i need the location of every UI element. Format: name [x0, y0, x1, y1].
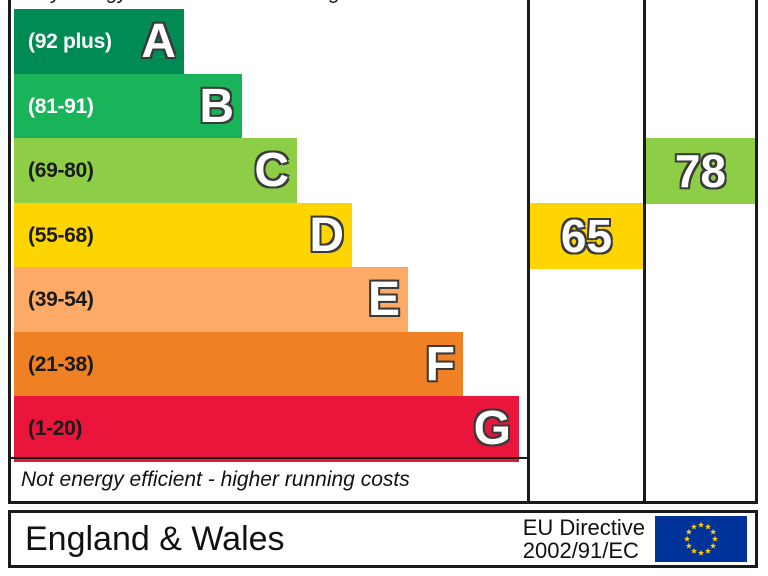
band-range-label: (39-54) — [28, 288, 94, 311]
eu-directive-line2: 2002/91/EC — [522, 538, 639, 563]
eu-star-icon — [697, 549, 705, 556]
band-letter-label: F — [425, 337, 456, 391]
band-letter-label: A — [140, 15, 177, 68]
region-label: England & Wales — [25, 519, 285, 558]
rating-band-a: (92 plus) A — [14, 9, 184, 75]
eu-star-icon — [685, 528, 692, 535]
rating-band-b: (81-91) B — [14, 73, 242, 140]
column-divider-current — [527, 0, 530, 501]
eu-star-icon — [710, 528, 717, 535]
rating-band-d: (55-68) D — [14, 202, 352, 269]
band-letter-label: E — [367, 273, 401, 326]
eu-star-icon — [685, 542, 692, 549]
eu-star-icon — [690, 523, 698, 530]
footer-bar: England & Wales EU Directive 2002/91/EC — [8, 510, 758, 568]
band-range-label: (55-68) — [28, 223, 94, 247]
rating-band-row: (1-20) G — [14, 396, 519, 462]
current-rating-badge: 65 — [530, 202, 643, 269]
eu-star-icon — [683, 535, 691, 542]
band-letter-label: B — [198, 79, 235, 133]
rating-band-c: (69-80) C — [14, 138, 297, 204]
band-range-label: (81-91) — [28, 94, 94, 118]
eu-flag-stars-icon — [655, 516, 747, 562]
eu-star-icon — [710, 542, 717, 549]
rating-band-e: (39-54) E — [14, 267, 408, 333]
eu-directive-label: EU Directive 2002/91/EC — [522, 514, 655, 563]
eu-star-icon — [711, 535, 719, 542]
band-range-label: (1-20) — [28, 417, 83, 440]
eu-star-icon — [704, 523, 712, 530]
eu-star-icon — [690, 547, 698, 554]
eu-directive-line1: EU Directive — [522, 514, 645, 540]
rating-band-row: (69-80) C — [14, 138, 297, 204]
column-divider-potential — [643, 0, 646, 501]
rating-band-f: (21-38) F — [14, 331, 463, 398]
caption-very-efficient: Very energy efficient - lower running co… — [11, 0, 530, 9]
rating-band-row: (21-38) F — [14, 331, 463, 398]
band-letter-label: G — [473, 402, 512, 455]
rating-band-row: (81-91) B — [14, 73, 242, 140]
rating-bars: (92 plus) A (81-91) B (69-80) C (55-68) D (39-54… — [14, 9, 527, 463]
eu-flag-icon — [655, 516, 747, 562]
rating-band-row: (55-68) D — [14, 202, 352, 269]
rating-band-row: (39-54) E — [14, 267, 408, 333]
band-range-label: (69-80) — [28, 159, 94, 182]
potential-rating-badge: 78 — [646, 138, 755, 204]
band-range-label: (21-38) — [28, 352, 94, 376]
eu-star-icon — [704, 547, 712, 554]
chart-frame: Very energy efficient - lower running co… — [8, 0, 758, 504]
eu-star-icon — [697, 521, 705, 528]
band-range-label: (92 plus) — [28, 30, 112, 53]
rating-band-g: (1-20) G — [14, 396, 519, 462]
caption-not-efficient: Not energy efficient - higher running co… — [11, 457, 530, 501]
rating-band-row: (92 plus) A — [14, 9, 184, 75]
band-letter-label: D — [308, 208, 345, 262]
band-letter-label: C — [253, 144, 290, 197]
